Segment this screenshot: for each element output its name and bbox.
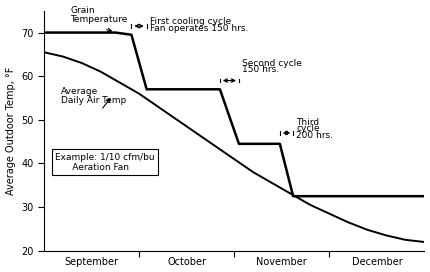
Text: 200 hrs.: 200 hrs. [296, 131, 333, 140]
Text: First cooling cycle: First cooling cycle [150, 17, 231, 26]
Text: November: November [256, 257, 307, 267]
Text: Second cycle: Second cycle [242, 59, 302, 68]
Y-axis label: Average Outdoor Temp, °F: Average Outdoor Temp, °F [6, 67, 15, 195]
Text: Average: Average [61, 87, 98, 96]
Text: October: October [167, 257, 206, 267]
Text: Daily Air Temp: Daily Air Temp [61, 95, 126, 104]
Text: Grain: Grain [71, 6, 95, 15]
Text: Example: 1/10 cfm/bu
      Aeration Fan: Example: 1/10 cfm/bu Aeration Fan [55, 153, 155, 172]
Text: December: December [351, 257, 402, 267]
Text: Third: Third [296, 118, 319, 127]
Text: 150 hrs.: 150 hrs. [242, 65, 279, 74]
Text: September: September [64, 257, 119, 267]
Text: Temperature: Temperature [71, 15, 128, 24]
Text: Fan operates 150 hrs.: Fan operates 150 hrs. [150, 24, 248, 33]
Text: cycle: cycle [296, 124, 319, 133]
